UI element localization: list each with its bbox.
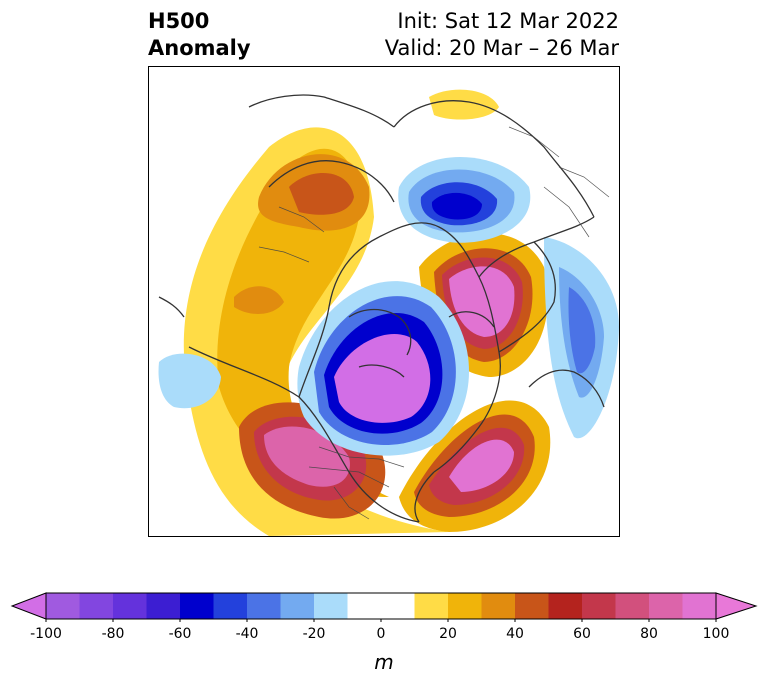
- colorbar-tick-label: -20: [302, 626, 326, 642]
- title-left: H500 Anomaly: [148, 8, 251, 62]
- anomaly-map-canvas: [158, 89, 619, 536]
- colorbar: [10, 592, 758, 622]
- colorbar-tick-label: -40: [235, 626, 259, 642]
- colorbar-extend-low: [10, 592, 47, 620]
- colorbar-bin-14: [548, 593, 583, 619]
- colorbar-bin-11: [448, 593, 482, 619]
- negative-anomaly-europe: [544, 237, 619, 439]
- colorbar-tick-label: -80: [101, 626, 125, 642]
- colorbar-bin-4: [180, 593, 214, 619]
- colorbar-bin-7: [280, 593, 315, 619]
- colorbar-bin-0: [46, 593, 80, 619]
- colorbar-bin-2: [113, 593, 147, 619]
- title-variable: H500: [148, 9, 210, 33]
- colorbar-tick-label: 0: [376, 626, 386, 642]
- colorbar-bin-3: [146, 593, 181, 619]
- positive-anomaly-atlantic: [399, 400, 551, 532]
- colorbar-unit-label: m: [374, 650, 394, 674]
- coastlines: [158, 94, 605, 523]
- colorbar-bin-15: [582, 593, 616, 619]
- colorbar-ticks: -100 -80 -60 -40 -20 0 20 40 60 80 100: [0, 626, 768, 646]
- colorbar-extend-high: [715, 592, 758, 620]
- colorbar-bin-12: [481, 593, 516, 619]
- negative-anomaly-pacific-west: [158, 353, 221, 409]
- colorbar-bin-16: [615, 593, 650, 619]
- negative-anomaly-siberia: [398, 157, 531, 243]
- colorbar-tick-label: 80: [640, 626, 658, 642]
- colorbar-tick-label: 40: [506, 626, 524, 642]
- colorbar-bin-8: [314, 593, 348, 619]
- colorbar-bin-5: [213, 593, 248, 619]
- colorbar-tick-label: -60: [168, 626, 192, 642]
- valid-period: Valid: 20 Mar – 26 Mar: [384, 36, 619, 60]
- title-right: Init: Sat 12 Mar 2022 Valid: 20 Mar – 26…: [385, 8, 619, 62]
- colorbar-bin-13: [515, 593, 549, 619]
- political-borders: [258, 126, 610, 520]
- colorbar-bin-9: [347, 593, 415, 619]
- colorbar-bin-1: [79, 593, 114, 619]
- anomaly-map: [148, 66, 620, 537]
- colorbar-bin-17: [649, 593, 683, 619]
- colorbar-bin-6: [247, 593, 281, 619]
- init-time: Init: Sat 12 Mar 2022: [397, 9, 619, 33]
- negative-anomaly-canada: [297, 281, 469, 456]
- positive-anomaly-arctic-north: [429, 89, 499, 120]
- colorbar-tick-label: -100: [30, 626, 62, 642]
- colorbar-bin-18: [682, 593, 717, 619]
- colorbar-tick-label: 100: [702, 626, 730, 642]
- colorbar-bin-10: [414, 593, 449, 619]
- title-field: Anomaly: [148, 36, 251, 60]
- colorbar-tick-label: 60: [573, 626, 591, 642]
- colorbar-tick-label: 20: [439, 626, 457, 642]
